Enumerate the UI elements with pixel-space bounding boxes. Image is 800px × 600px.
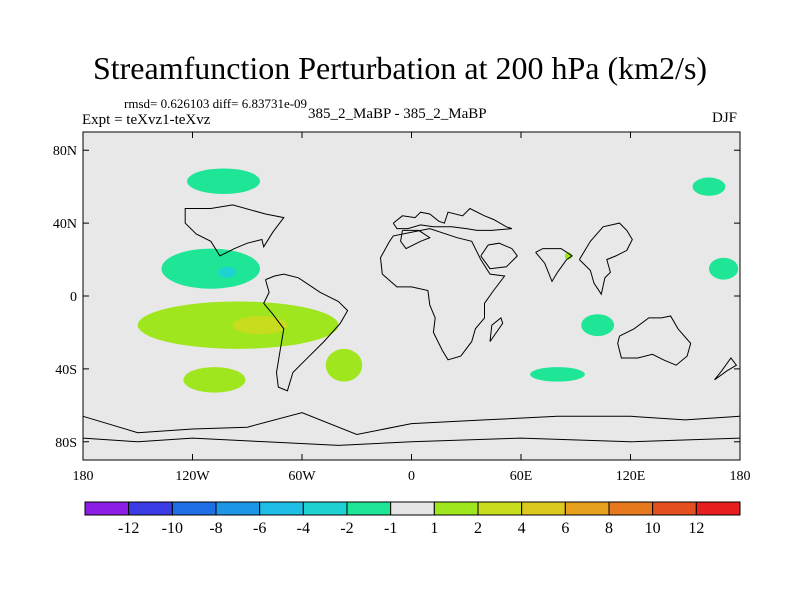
colorbar-label: -10	[162, 520, 183, 537]
colorbar-swatch	[128, 501, 173, 516]
plot-background	[83, 132, 740, 460]
colorbar-label: -4	[297, 520, 310, 537]
field-region	[183, 367, 246, 393]
colorbar-labels: -12 -10 -8 -6 -4 -2 -1 1 2 4 6 8 10 12	[118, 520, 704, 537]
colorbar-label: -8	[209, 520, 222, 537]
right-subtitle: DJF	[712, 110, 738, 126]
colorbar-swatch	[84, 501, 130, 516]
field-region	[218, 266, 237, 278]
colorbar-swatch	[433, 501, 479, 516]
coastline-layer	[82, 204, 741, 446]
colorbar-label: 1	[430, 520, 438, 537]
colorbar-label: 2	[474, 520, 482, 537]
colorbar-label: 12	[688, 520, 704, 537]
stats-text: rmsd= 0.626103 diff= 6.83731e-09	[124, 96, 308, 111]
colorbar-swatch	[346, 501, 392, 516]
field-region	[232, 316, 288, 335]
coastline	[263, 273, 349, 392]
x-tick-label: 180	[73, 469, 94, 484]
page-title: Streamfunction Perturbation at 200 hPa (…	[92, 50, 708, 86]
coastline	[400, 229, 431, 250]
colorbar-label: 4	[518, 520, 526, 537]
field-layer	[137, 168, 739, 393]
colorbar-label: 10	[645, 520, 661, 537]
x-tick-label: 180	[730, 469, 751, 484]
coastline	[82, 437, 741, 446]
colorbar-label: -1	[384, 520, 397, 537]
x-tick-label: 60E	[510, 469, 533, 484]
colorbar-swatch	[477, 501, 523, 516]
y-tick-label: 40N	[53, 217, 77, 232]
tick-label-layer: 180 120W 60W 0 60E 120E 180 80N 40N 0 40S 80S	[53, 144, 751, 484]
field-region	[692, 177, 726, 196]
colorbar-swatch	[215, 501, 261, 516]
y-tick-label: 80N	[53, 144, 77, 159]
colorbar-swatch	[390, 501, 435, 516]
colorbar-label: 6	[561, 520, 569, 537]
x-tick-label: 120W	[175, 469, 210, 484]
colorbar-label: -12	[118, 520, 139, 537]
y-tick-label: 0	[70, 290, 77, 305]
colorbar-label: -6	[253, 520, 266, 537]
coastline	[480, 242, 518, 270]
field-region	[708, 257, 739, 280]
y-tick-label: 80S	[55, 436, 77, 451]
field-region	[161, 248, 261, 289]
colorbar-swatch	[695, 501, 741, 516]
coastline	[535, 248, 573, 283]
coastline	[578, 222, 633, 296]
left-subtitle: Expt = teXvz1-teXvz	[82, 112, 211, 128]
colorbar-swatch	[564, 501, 610, 516]
colorbar-swatch	[302, 501, 348, 516]
coastline	[82, 412, 741, 436]
center-subtitle: 385_2_MaBP - 385_2_MaBP	[308, 106, 487, 122]
colorbar-label: 8	[605, 520, 613, 537]
coastline	[184, 204, 285, 257]
coastline	[617, 315, 692, 366]
coastline	[379, 228, 506, 361]
y-tick-label: 40S	[55, 363, 77, 378]
coastline	[489, 317, 504, 342]
coastline	[714, 357, 738, 381]
x-tick-label: 0	[408, 469, 415, 484]
colorbar	[84, 501, 741, 516]
colorbar-swatch	[259, 501, 304, 516]
colorbar-swatch	[171, 501, 217, 516]
colorbar-swatch	[652, 501, 697, 516]
field-region	[187, 168, 261, 194]
x-tick-label: 120E	[616, 469, 646, 484]
coastline	[392, 207, 513, 231]
plot-frame	[82, 131, 741, 461]
field-region	[581, 314, 615, 337]
colorbar-label: -2	[340, 520, 353, 537]
field-region	[325, 348, 363, 382]
x-tick-label: 60W	[288, 469, 316, 484]
colorbar-swatch	[608, 501, 654, 516]
field-region	[530, 367, 585, 382]
colorbar-swatch	[521, 501, 566, 516]
